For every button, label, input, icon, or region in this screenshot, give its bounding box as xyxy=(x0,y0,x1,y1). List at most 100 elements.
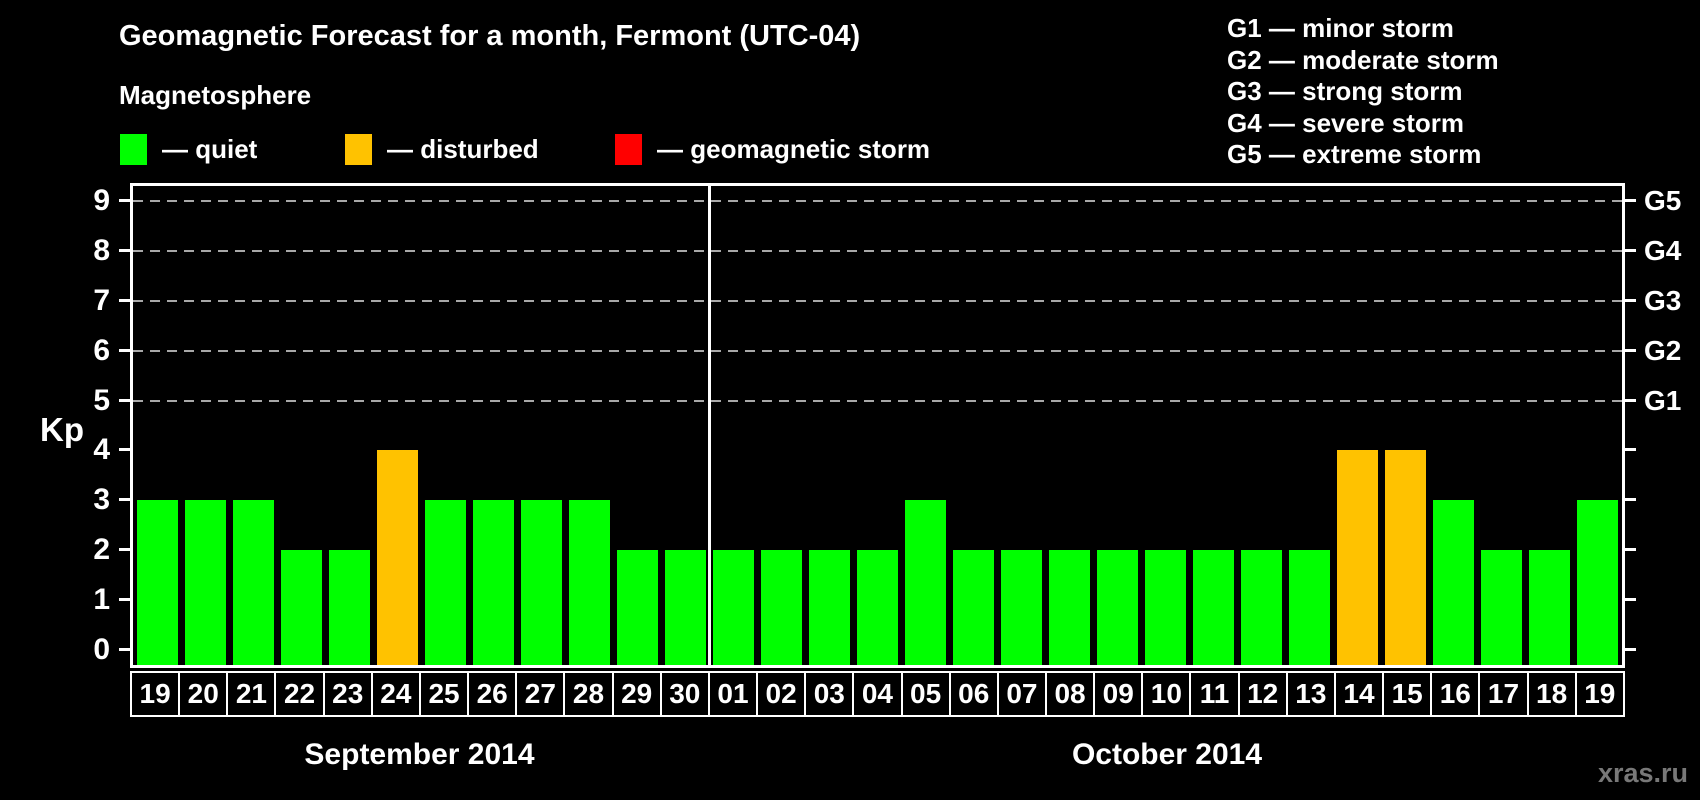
day-label: 29 xyxy=(613,673,662,715)
day-label: 14 xyxy=(1335,673,1385,715)
gridline-kp8 xyxy=(133,249,1622,252)
g-scale-legend: G1 — minor storm G2 — moderate storm G3 … xyxy=(1227,13,1499,171)
right-axis-tick xyxy=(1624,498,1636,502)
disturbed-color-swatch xyxy=(345,133,372,165)
y-axis-tick-label: 0 xyxy=(93,633,110,666)
day-label: 23 xyxy=(324,673,373,715)
right-axis-tick xyxy=(1624,298,1636,302)
y-axis-tick xyxy=(119,648,131,651)
legend-item-disturbed: — disturbed xyxy=(345,133,539,165)
kp-bar-day-21 xyxy=(232,500,274,665)
kp-bar-day-15 xyxy=(1385,450,1427,665)
day-label: 16 xyxy=(1432,673,1481,715)
right-axis-tick xyxy=(1624,648,1636,651)
y-axis-tick-label: 1 xyxy=(93,583,110,617)
day-label: 12 xyxy=(1239,673,1288,715)
kp-bar-day-19 xyxy=(1577,500,1619,665)
day-label: 10 xyxy=(1143,673,1192,715)
kp-bar-day-11 xyxy=(1193,550,1235,665)
storm-color-swatch xyxy=(615,133,642,165)
y-axis-tick xyxy=(119,298,131,302)
month-separator xyxy=(707,186,711,665)
y-axis-tick-label: 6 xyxy=(93,333,110,367)
right-axis-tick xyxy=(1624,598,1636,602)
day-label: 20 xyxy=(180,673,229,715)
day-label: 13 xyxy=(1287,673,1336,715)
day-label: 19 xyxy=(132,673,181,715)
day-label: 06 xyxy=(950,673,999,715)
y-axis-tick xyxy=(119,398,131,402)
magnetosphere-label: Magnetosphere xyxy=(119,80,312,110)
kp-bar-day-26 xyxy=(472,500,514,665)
g-scale-legend-item: G4 — severe storm xyxy=(1227,107,1465,138)
legend-item-label: — quiet xyxy=(162,133,258,164)
gridline-kp7 xyxy=(133,299,1622,302)
day-label: 05 xyxy=(902,673,951,715)
right-axis-tick xyxy=(1624,198,1636,202)
legend-item-label: — geomagnetic storm xyxy=(657,133,931,164)
y-axis-tick-label: 5 xyxy=(93,383,110,417)
legend-item-storm: — geomagnetic storm xyxy=(615,133,930,165)
y-axis-tick xyxy=(119,598,131,602)
kp-bar-day-01 xyxy=(712,550,754,665)
day-label: 11 xyxy=(1191,673,1240,715)
day-label: 02 xyxy=(758,673,807,715)
day-label: 21 xyxy=(228,673,277,715)
y-axis-tick xyxy=(119,548,131,552)
y-axis-tick xyxy=(119,448,131,452)
kp-bar-day-04 xyxy=(857,550,898,665)
kp-bar-day-22 xyxy=(280,550,322,665)
y-axis-tick xyxy=(119,198,131,202)
legend-item-label: — disturbed xyxy=(387,133,539,164)
day-label: 17 xyxy=(1480,673,1529,715)
day-label: 30 xyxy=(661,673,710,715)
y-axis-tick xyxy=(119,498,131,502)
g-scale-legend-item: G1 — minor storm xyxy=(1227,13,1454,43)
kp-bar-day-25 xyxy=(424,500,466,665)
day-label: 28 xyxy=(565,673,614,715)
right-axis-label-g4: G4 xyxy=(1644,234,1682,266)
chart-title: Geomagnetic Forecast for a month, Fermon… xyxy=(119,20,861,52)
y-axis-tick-label: 7 xyxy=(93,283,110,317)
kp-bar-day-09 xyxy=(1097,550,1139,665)
kp-bar-day-20 xyxy=(184,500,226,665)
kp-bar-day-24 xyxy=(376,450,418,665)
g-scale-legend-item: G3 — strong storm xyxy=(1227,76,1463,106)
kp-bar-day-13 xyxy=(1289,550,1331,665)
day-label: 18 xyxy=(1528,673,1577,715)
kp-bar-day-05 xyxy=(905,500,947,665)
quiet-color-swatch xyxy=(120,133,147,165)
right-axis-label-g3: G3 xyxy=(1644,284,1682,316)
right-axis-label-g2: G2 xyxy=(1644,334,1682,366)
day-label: 09 xyxy=(1095,673,1144,715)
day-label: 07 xyxy=(998,673,1047,715)
right-axis-tick xyxy=(1624,248,1636,252)
day-label: 15 xyxy=(1384,673,1433,715)
right-axis-tick xyxy=(1624,548,1636,552)
right-axis-tick xyxy=(1624,398,1636,402)
y-axis-tick-label: 9 xyxy=(93,183,110,217)
month-label-october: October 2014 xyxy=(1071,738,1263,771)
right-axis-tick xyxy=(1624,448,1636,452)
kp-bar-day-12 xyxy=(1241,550,1283,665)
legend-item-quiet: — quiet xyxy=(120,133,257,165)
kp-bar-day-07 xyxy=(1001,550,1043,665)
day-label: 26 xyxy=(469,673,518,715)
g-scale-legend-item: G2 — moderate storm xyxy=(1227,44,1499,75)
kp-bar-day-17 xyxy=(1481,550,1523,665)
kp-bar-day-29 xyxy=(616,550,658,665)
day-label: 19 xyxy=(1576,673,1623,715)
y-axis-tick xyxy=(119,248,131,252)
y-axis-tick xyxy=(119,348,131,352)
y-axis-tick-label: 3 xyxy=(93,483,110,517)
kp-bar-day-06 xyxy=(953,550,995,665)
right-axis-label-g1: G1 xyxy=(1644,384,1682,416)
y-axis-title: Kp xyxy=(40,411,84,448)
watermark: xras.ru xyxy=(1597,758,1688,788)
kp-bar-day-28 xyxy=(568,500,610,665)
day-label: 24 xyxy=(372,673,421,715)
y-axis-tick-label: 4 xyxy=(93,433,110,467)
day-label: 04 xyxy=(854,673,903,715)
kp-bar-day-30 xyxy=(664,550,706,665)
